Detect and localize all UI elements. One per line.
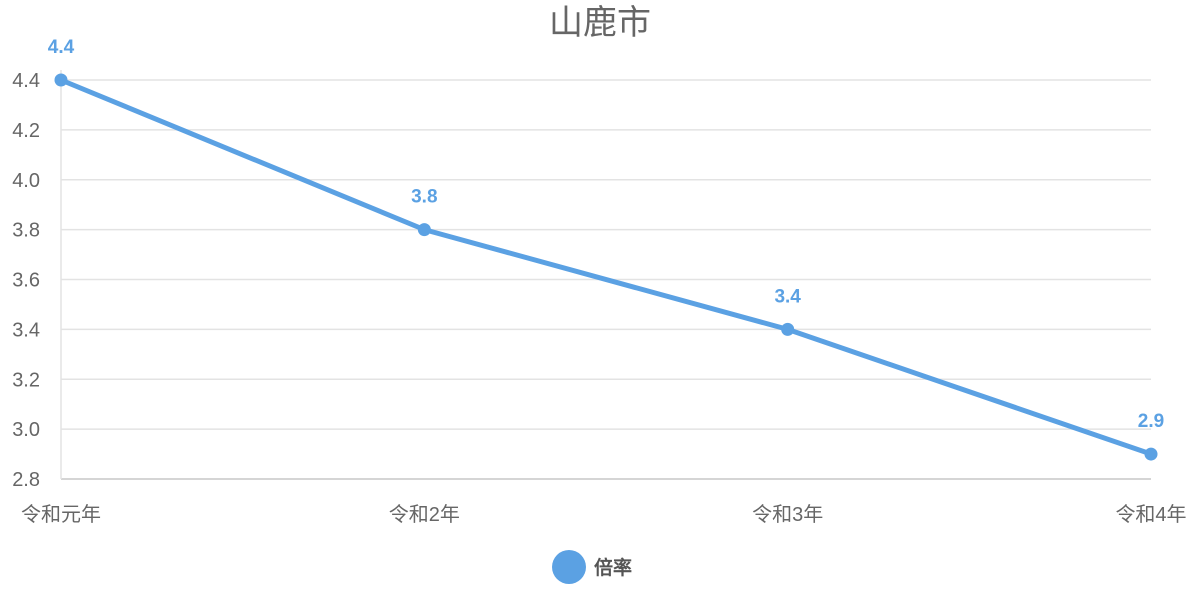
data-point[interactable] <box>1144 447 1158 461</box>
y-tick-label: 3.6 <box>12 270 40 292</box>
data-label: 2.9 <box>1138 411 1164 432</box>
series-line <box>58 77 1154 457</box>
legend-marker-icon <box>552 550 586 584</box>
x-tick-label: 令和元年 <box>21 503 101 526</box>
legend[interactable]: 倍率 <box>552 550 632 584</box>
x-tick-label: 令和4年 <box>1115 503 1186 526</box>
data-point[interactable] <box>54 73 68 87</box>
series-group: 4.4 3.8 3.4 2.9 <box>48 37 1164 461</box>
y-tick-label: 2.8 <box>12 469 40 491</box>
y-tick-label: 4.2 <box>12 120 40 142</box>
x-tick-label: 令和3年 <box>752 503 823 526</box>
data-label: 3.4 <box>774 286 801 307</box>
x-tick-label: 令和2年 <box>389 503 460 526</box>
data-point[interactable] <box>417 223 431 237</box>
x-axis-ticks: 令和元年 令和2年 令和3年 令和4年 <box>21 503 1187 526</box>
y-tick-label: 3.4 <box>12 319 40 341</box>
data-label: 4.4 <box>48 37 75 58</box>
y-tick-label: 3.0 <box>12 419 40 441</box>
chart-title: 山鹿市 <box>549 4 651 42</box>
y-tick-label: 4.4 <box>12 70 40 92</box>
data-point[interactable] <box>781 322 795 336</box>
legend-label: 倍率 <box>594 556 632 579</box>
y-tick-label: 3.2 <box>12 369 40 391</box>
y-tick-label: 4.0 <box>12 170 40 192</box>
y-axis-ticks: 2.8 3.0 3.2 3.4 3.6 3.8 4.0 4.2 4.4 <box>12 70 40 491</box>
y-tick-label: 3.8 <box>12 220 40 242</box>
data-label: 3.8 <box>411 187 437 208</box>
